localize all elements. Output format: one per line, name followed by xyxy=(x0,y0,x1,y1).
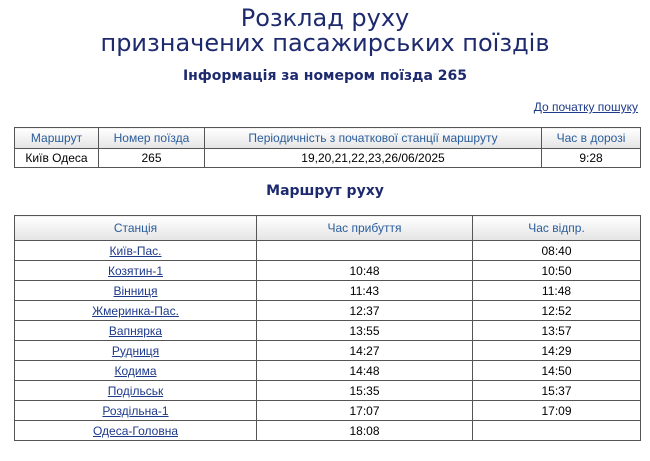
departure-cell: 14:29 xyxy=(472,340,641,361)
arrival-cell: 14:27 xyxy=(256,340,473,361)
station-link[interactable]: Жмеринка-Пас. xyxy=(92,303,179,318)
table-row: Рудниця 14:27 14:29 xyxy=(14,340,641,361)
periodicity-cell: 19,20,21,22,23,26/06/2025 xyxy=(204,148,542,168)
station-link[interactable]: Одеса-Головна xyxy=(92,423,178,438)
station-link[interactable]: Козятин-1 xyxy=(107,263,164,278)
table-row: Жмеринка-Пас. 12:37 12:52 xyxy=(14,300,641,321)
arrival-cell: 14:48 xyxy=(256,360,473,381)
departure-cell: 11:48 xyxy=(472,280,641,301)
train-info-table: Маршрут Номер поїзда Періодичність з поч… xyxy=(14,127,641,168)
train-number-cell: 265 xyxy=(98,148,205,168)
route-cell: Київ Одеса xyxy=(14,148,99,168)
route-title: Маршрут руху xyxy=(266,183,384,199)
col-header-train-number: Номер поїзда xyxy=(98,127,205,149)
arrival-cell xyxy=(256,240,473,261)
station-link[interactable]: Рудниця xyxy=(111,343,160,358)
station-cell: Рудниця xyxy=(14,340,257,361)
arrival-cell: 15:35 xyxy=(256,380,473,401)
table-row: Вапнярка 13:55 13:57 xyxy=(14,320,641,341)
table-row: Одеса-Головна 18:08 xyxy=(14,420,641,441)
departure-cell: 17:09 xyxy=(472,400,641,421)
arrival-cell: 11:43 xyxy=(256,280,473,301)
station-cell: Подільськ xyxy=(14,380,257,401)
table-row: Роздільна-1 17:07 17:09 xyxy=(14,400,641,421)
station-cell: Жмеринка-Пас. xyxy=(14,300,257,321)
back-to-search-link[interactable]: До початку пошуку xyxy=(533,100,638,114)
station-link[interactable]: Роздільна-1 xyxy=(102,403,169,418)
arrival-cell: 17:07 xyxy=(256,400,473,421)
page-title-line1: Розклад руху xyxy=(240,4,410,32)
station-cell: Одеса-Головна xyxy=(14,420,257,441)
station-cell: Кодима xyxy=(14,360,257,381)
page-subtitle: Інформація за номером поїзда 265 xyxy=(182,68,468,84)
page-title-line2: призначених пасажирських поїздів xyxy=(100,29,550,57)
station-link[interactable]: Київ-Пас. xyxy=(109,243,162,258)
col-header-periodicity: Періодичність з початкової станції маршр… xyxy=(204,127,542,149)
station-cell: Вапнярка xyxy=(14,320,257,341)
departure-cell: 08:40 xyxy=(472,240,641,261)
travel-time-cell: 9:28 xyxy=(541,148,641,168)
station-cell: Вінниця xyxy=(14,280,257,301)
table-row: Подільськ 15:35 15:37 xyxy=(14,380,641,401)
table-row: Козятин-1 10:48 10:50 xyxy=(14,260,641,281)
arrival-cell: 12:37 xyxy=(256,300,473,321)
route-table: Станція Час прибуття Час відпр. Київ-Пас… xyxy=(14,215,641,441)
table-row: Київ Одеса 265 19,20,21,22,23,26/06/2025… xyxy=(14,148,641,168)
station-link[interactable]: Вінниця xyxy=(113,283,158,298)
arrival-cell: 18:08 xyxy=(256,420,473,441)
departure-cell: 14:50 xyxy=(472,360,641,381)
station-cell: Козятин-1 xyxy=(14,260,257,281)
table-row: Вінниця 11:43 11:48 xyxy=(14,280,641,301)
arrival-cell: 10:48 xyxy=(256,260,473,281)
col-header-route: Маршрут xyxy=(14,127,99,149)
station-link[interactable]: Подільськ xyxy=(107,383,164,398)
station-cell: Київ-Пас. xyxy=(14,240,257,261)
col-header-travel-time: Час в дорозі xyxy=(541,127,641,149)
table-row: Київ-Пас. 08:40 xyxy=(14,240,641,261)
col-header-arrival: Час прибуття xyxy=(256,215,473,241)
station-link[interactable]: Вапнярка xyxy=(108,323,163,338)
col-header-departure: Час відпр. xyxy=(472,215,641,241)
departure-cell: 10:50 xyxy=(472,260,641,281)
departure-cell: 15:37 xyxy=(472,380,641,401)
table-row: Кодима 14:48 14:50 xyxy=(14,360,641,381)
arrival-cell: 13:55 xyxy=(256,320,473,341)
col-header-station: Станція xyxy=(14,215,257,241)
departure-cell: 13:57 xyxy=(472,320,641,341)
departure-cell: 12:52 xyxy=(472,300,641,321)
station-link[interactable]: Кодима xyxy=(114,363,157,378)
station-cell: Роздільна-1 xyxy=(14,400,257,421)
departure-cell xyxy=(472,420,641,441)
